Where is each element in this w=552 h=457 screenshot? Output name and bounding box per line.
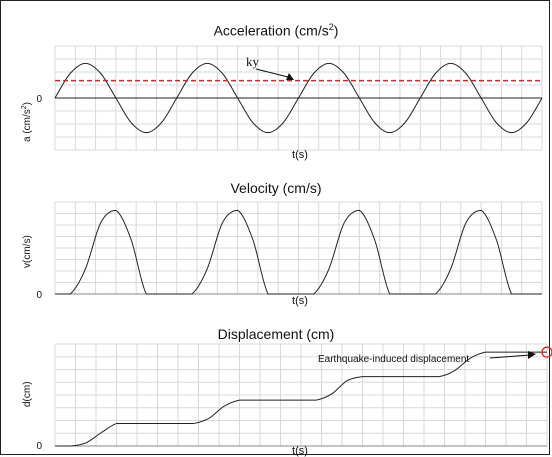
acceleration-chart: 0 t(s) a (cm/s2) ky [21,45,543,161]
acceleration-series-line-0 [54,62,543,134]
acceleration-y-tick-0: 0 [36,94,42,105]
displacement-plot [54,346,552,447]
velocity-y-label: v(cm/s) [22,235,33,268]
chart1-title: Acceleration (cm/s2) [213,22,339,39]
displacement-y-tick-0: 0 [36,441,42,452]
displacement-chart: 0 t(s) d(cm) Earthquake-induced displace… [22,343,552,457]
annotation-arrow-line [489,354,531,359]
velocity-plot [54,209,542,295]
acceleration-y-label: a (cm/s2) [21,102,33,142]
acceleration-x-label: t(s) [292,149,308,161]
ky-threshold-label: ky [246,54,260,69]
displacement-end-marker [541,346,552,358]
displacement-series-line-0 [54,351,547,447]
velocity-series-line-0 [54,209,542,295]
displacement-annotation-label: Earthquake-induced displacement [318,354,469,365]
velocity-grid [54,201,543,295]
annotation-arrow-head [528,351,536,359]
ky-arrow-head [286,73,294,80]
velocity-chart: 0 t(s) v(cm/s) [22,201,543,307]
velocity-x-label: t(s) [292,295,308,307]
displacement-y-label: d(cm) [22,381,33,407]
displacement-grid [54,343,548,447]
chart3-title: Displacement (cm) [217,326,335,342]
ky-arrow-line [255,68,293,79]
chart2-title: Velocity (cm/s) [230,180,322,196]
acceleration-plot [54,62,543,134]
velocity-y-tick-0: 0 [36,290,42,301]
displacement-x-label: t(s) [292,445,308,457]
